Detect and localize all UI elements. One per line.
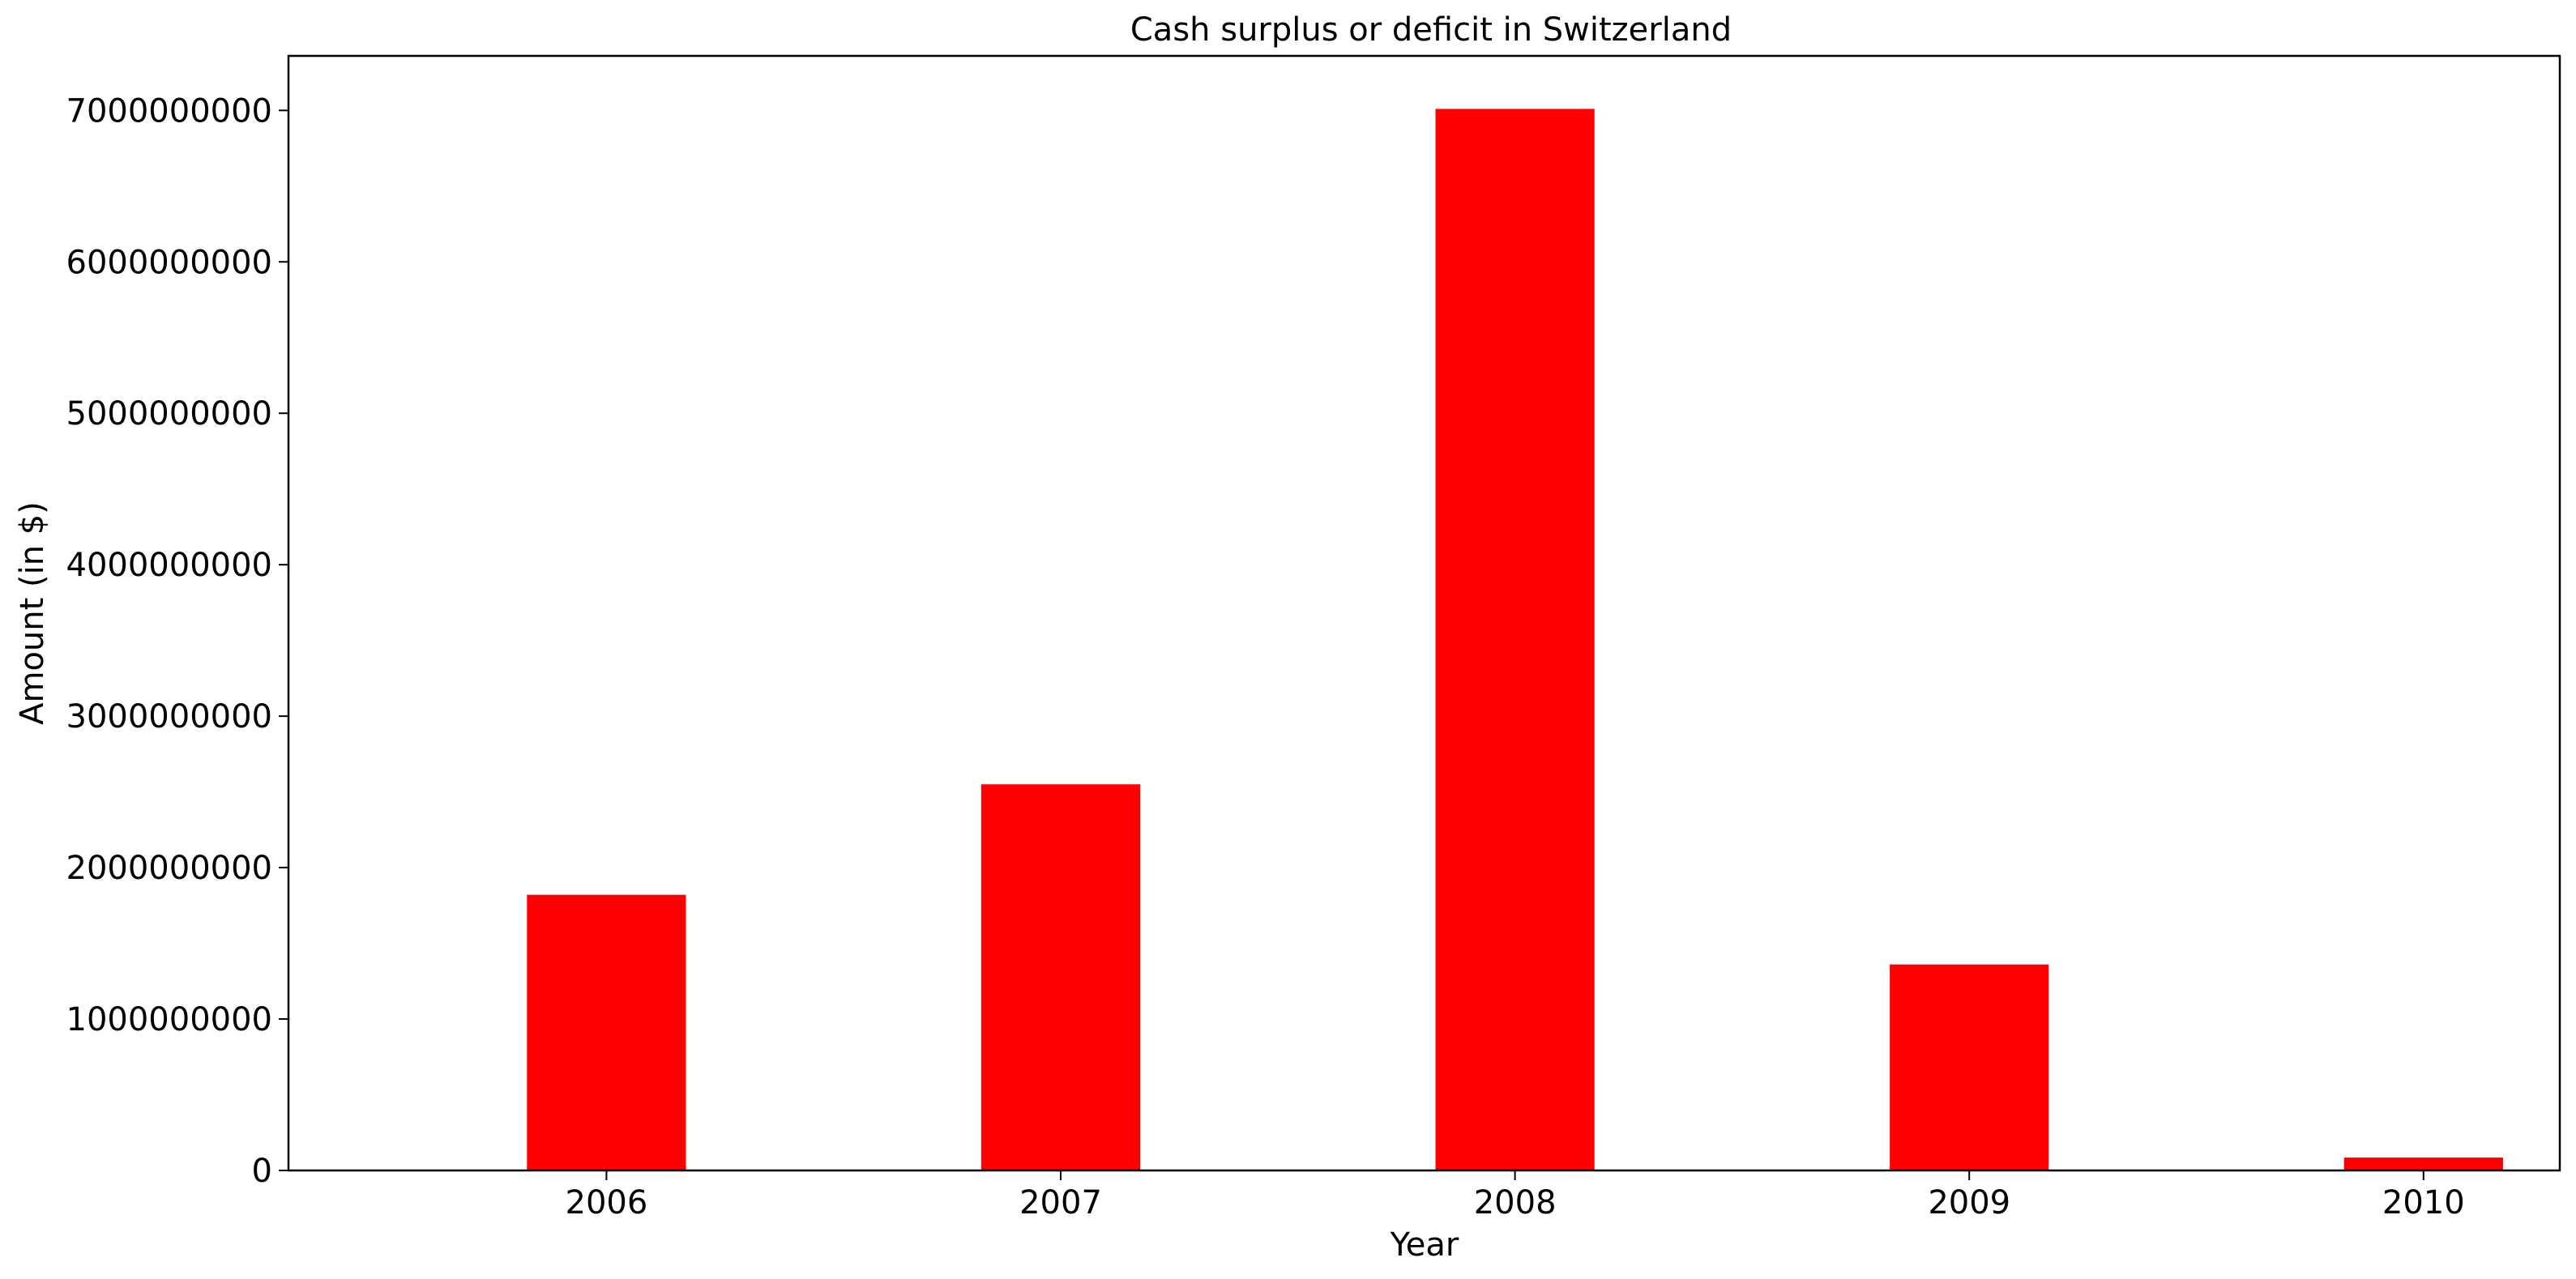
bar-2006 (527, 894, 686, 1170)
y-tick-label-5: 5000000000 (66, 395, 273, 433)
y-tick-label-3: 3000000000 (66, 698, 273, 735)
plot-area: 2006 2007 2008 2009 2010 0 1000000000 200000000… (66, 92, 2503, 1221)
y-tick-label-0: 0 (252, 1153, 272, 1190)
bar-2010 (2343, 1157, 2503, 1170)
x-tick-label-2009: 2009 (1928, 1184, 2010, 1221)
y-tick-label-4: 4000000000 (66, 547, 273, 584)
chart-title: Cash surplus or deficit in Switzerland (1130, 11, 1732, 49)
x-tick-label-2010: 2010 (2382, 1184, 2465, 1221)
x-tick-label-2008: 2008 (1474, 1184, 1557, 1221)
bar-2009 (1890, 964, 2049, 1170)
x-tick-label-2007: 2007 (1019, 1184, 1102, 1221)
x-tick-label-2006: 2006 (566, 1184, 648, 1221)
y-tick-label-6: 6000000000 (66, 244, 273, 281)
bar-2008 (1435, 109, 1595, 1170)
plot-frame (287, 54, 2561, 1172)
y-tick-label-1: 1000000000 (66, 1001, 273, 1038)
bar-2007 (980, 784, 1141, 1170)
y-tick-label-7: 7000000000 (66, 92, 273, 130)
y-tick-label-2: 2000000000 (66, 850, 273, 887)
y-axis-label: Amount (in $) (14, 501, 51, 725)
x-axis-label: Year (1390, 1226, 1459, 1264)
